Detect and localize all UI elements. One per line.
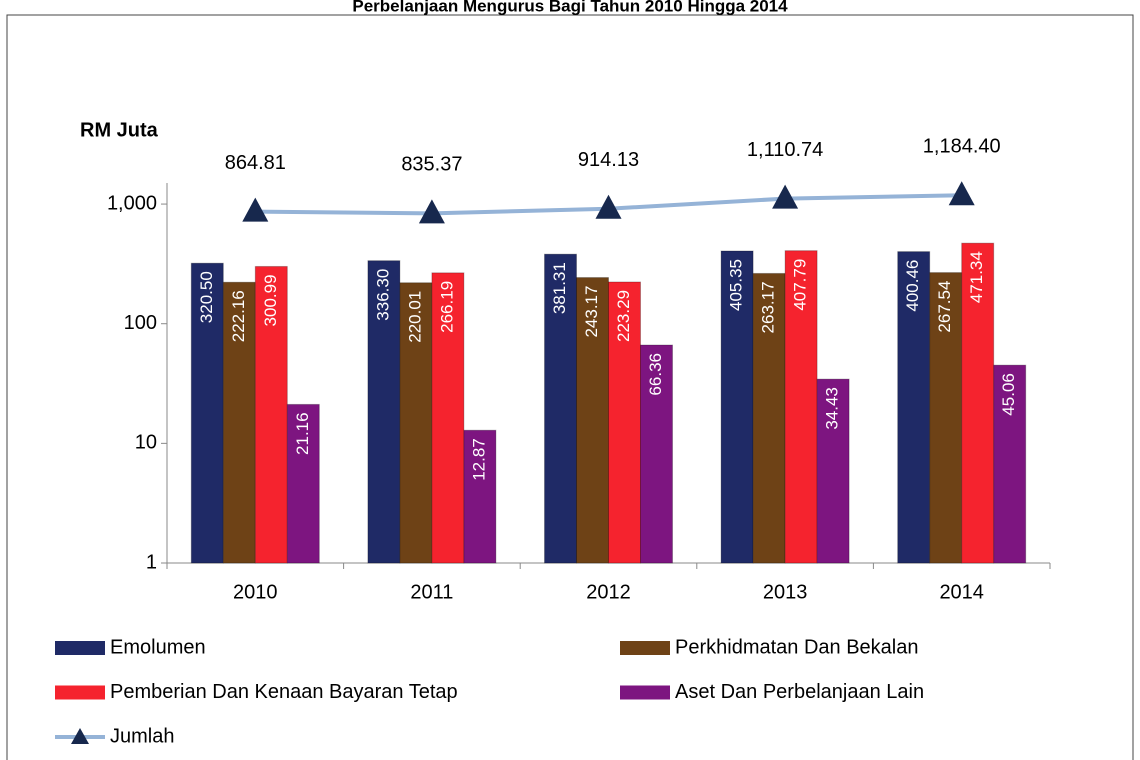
marker: [948, 181, 975, 206]
bar: [544, 253, 577, 564]
bar: [816, 378, 850, 564]
data-label: 835.37: [401, 154, 462, 176]
data-label: 300.99: [261, 274, 280, 326]
data-label: 405.35: [727, 259, 746, 311]
marker: [772, 184, 799, 209]
bar: [367, 260, 401, 564]
data-label: 407.79: [791, 259, 810, 311]
bar: [752, 272, 786, 564]
bar: [608, 281, 641, 564]
marker: [418, 199, 445, 224]
data-label: 263.17: [759, 281, 778, 333]
data-label: 220.01: [405, 291, 424, 343]
legend-swatch: [620, 685, 670, 700]
data-label: 12.87: [469, 438, 488, 481]
data-label: 243.17: [582, 286, 601, 338]
x-tick-label: 2012: [586, 581, 631, 603]
bar: [784, 250, 818, 564]
legend-marker: [71, 728, 89, 744]
data-label: 66.36: [646, 353, 665, 396]
data-label: 222.16: [229, 290, 248, 342]
bar: [286, 403, 320, 564]
data-label: 320.50: [197, 271, 216, 323]
bar: [993, 364, 1027, 564]
y-axis-label: RM Juta: [80, 119, 159, 141]
data-label: 864.81: [225, 152, 286, 174]
data-label: 223.29: [614, 290, 633, 342]
x-tick-label: 2014: [939, 581, 984, 603]
bar: [190, 262, 224, 564]
data-label: 266.19: [437, 281, 456, 333]
y-tick-label: 1: [146, 551, 157, 573]
legend-label: Jumlah: [110, 725, 174, 747]
y-tick-label: 100: [124, 312, 157, 334]
data-label: 45.06: [999, 373, 1018, 416]
legend-swatch: [620, 641, 670, 655]
data-label: 381.31: [550, 262, 569, 314]
bar: [929, 272, 963, 564]
marker: [595, 194, 622, 219]
bar: [254, 265, 288, 564]
x-tick-label: 2010: [233, 581, 278, 603]
chart-title: Perbelanjaan Mengurus Bagi Tahun 2010 Hi…: [352, 0, 788, 15]
legend-label: Pemberian Dan Kenaan Bayaran Tetap: [110, 681, 458, 703]
y-tick-label: 10: [135, 432, 157, 454]
y-tick-label: 1,000: [107, 192, 157, 214]
data-label: 336.30: [373, 269, 392, 321]
marker: [242, 197, 269, 222]
legend-label: Perkhidmatan Dan Bekalan: [675, 636, 918, 658]
data-label: 34.43: [823, 387, 842, 430]
bar: [897, 251, 931, 564]
bar: [399, 282, 433, 564]
data-label: 267.54: [935, 281, 954, 333]
legend-swatch: [55, 685, 105, 700]
bar: [576, 277, 609, 564]
x-tick-label: 2013: [763, 581, 808, 603]
data-label: 471.34: [967, 251, 986, 303]
data-label: 914.13: [578, 149, 639, 171]
bar: [720, 250, 754, 564]
data-label: 1,184.40: [923, 136, 1001, 158]
bar: [640, 344, 673, 564]
bar: [463, 429, 497, 564]
x-tick-label: 2011: [410, 581, 453, 603]
data-label: 400.46: [903, 260, 922, 312]
legend-label: Aset Dan Perbelanjaan Lain: [675, 681, 924, 703]
data-label: 21.16: [293, 412, 312, 455]
legend-swatch: [55, 641, 105, 655]
bar: [961, 242, 995, 564]
legend-label: Emolumen: [110, 636, 206, 658]
bar: [222, 281, 256, 564]
bar: [431, 272, 465, 564]
data-label: 1,110.74: [747, 139, 823, 161]
